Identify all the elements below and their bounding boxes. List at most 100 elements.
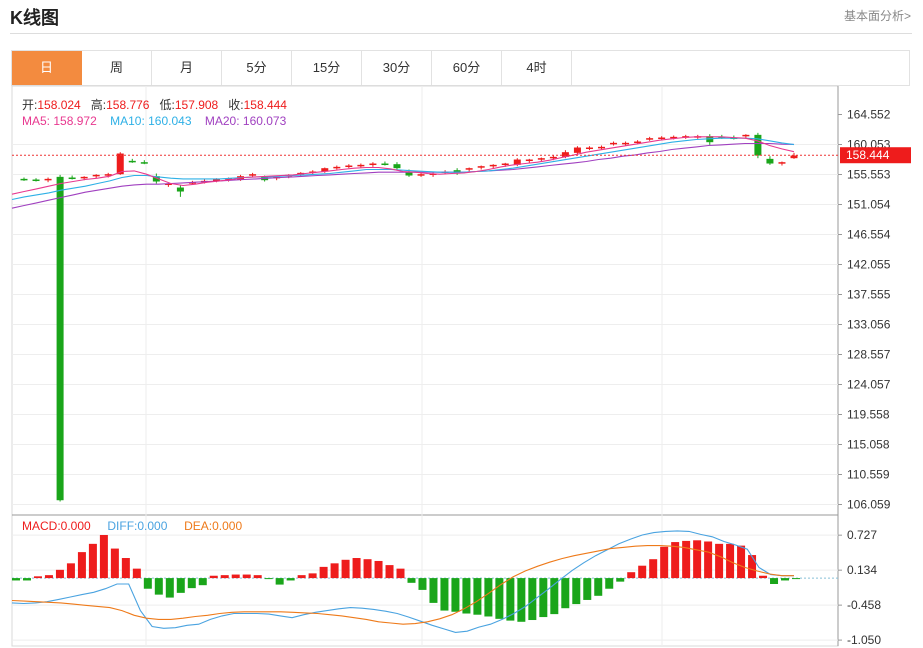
- macd-histogram-bar: [418, 578, 427, 590]
- macd-histogram-bar: [616, 578, 625, 582]
- macd-histogram-bar: [77, 552, 86, 579]
- macd-histogram-bar: [528, 578, 537, 621]
- candle-body: [501, 163, 509, 166]
- macd-histogram-bar: [363, 559, 372, 579]
- candle-body: [417, 174, 425, 176]
- macd-histogram-bar: [374, 560, 383, 579]
- macd-histogram-bar: [231, 574, 240, 579]
- candle-body: [513, 159, 521, 165]
- diff-value: 0.000: [137, 519, 168, 533]
- candle-body: [152, 176, 160, 182]
- price-tick-label: 151.054: [847, 197, 891, 211]
- macd-histogram-bar: [99, 534, 108, 579]
- high-value: 158.776: [106, 98, 150, 112]
- macd-histogram-bar: [550, 578, 559, 615]
- price-tick-label: 155.553: [847, 168, 891, 182]
- diff-label: DIFF:: [107, 519, 138, 533]
- macd-histogram-bar: [704, 541, 713, 579]
- tab-week[interactable]: 周: [82, 51, 152, 85]
- macd-histogram-bar: [220, 575, 229, 579]
- macd-histogram-bar: [781, 578, 790, 581]
- candle-body: [140, 162, 148, 164]
- macd-histogram-bar: [66, 563, 75, 579]
- ma5-label: MA5:: [22, 114, 51, 128]
- price-tick-label: 115.058: [847, 437, 890, 451]
- macd-histogram-bar: [660, 546, 669, 579]
- macd-histogram-bar: [737, 545, 746, 579]
- macd-histogram-bar: [429, 578, 438, 603]
- macd-histogram-bar: [352, 558, 361, 579]
- macd-histogram-bar: [561, 578, 570, 609]
- macd-histogram-bar: [495, 578, 504, 619]
- candle-body: [598, 146, 605, 149]
- macd-histogram-bar: [154, 578, 163, 595]
- macd-histogram-bar: [143, 578, 152, 589]
- candle-body: [249, 174, 257, 176]
- macd-histogram-bar: [88, 543, 97, 579]
- candle-body: [381, 163, 389, 166]
- candle-body: [525, 159, 533, 162]
- header-divider: [10, 33, 912, 34]
- price-tick-label: 142.055: [847, 257, 891, 271]
- macd-histogram-bar: [748, 555, 757, 579]
- candle-body: [369, 163, 377, 166]
- macd-tick-label: -0.458: [847, 598, 881, 612]
- tab-60min[interactable]: 60分: [432, 51, 502, 85]
- fundamental-analysis-link[interactable]: 基本面分析>: [843, 9, 911, 23]
- macd-label: MACD:: [22, 519, 61, 533]
- tab-30min[interactable]: 30分: [362, 51, 432, 85]
- ma5-value: 158.972: [53, 114, 97, 128]
- tab-month[interactable]: 月: [152, 51, 222, 85]
- candle-body: [634, 141, 642, 144]
- macd-histogram-bar: [330, 563, 339, 579]
- ma5-line: [11, 136, 795, 195]
- candle-body: [116, 153, 124, 175]
- macd-histogram-bar: [132, 568, 141, 579]
- macd-histogram-bar: [605, 578, 614, 589]
- macd-histogram-bar: [12, 578, 20, 581]
- price-tick-label: 128.557: [847, 347, 891, 361]
- macd-histogram-bar: [264, 578, 273, 580]
- open-value: 158.024: [37, 98, 81, 112]
- candle-body: [790, 155, 798, 159]
- macd-histogram-bar: [583, 578, 592, 600]
- candle-body: [321, 168, 329, 172]
- ma10-value: 160.043: [148, 114, 192, 128]
- low-label: 低:: [159, 98, 175, 112]
- tab-day[interactable]: 日: [12, 51, 82, 85]
- candle-body: [333, 166, 341, 169]
- macd-histogram-bar: [715, 543, 724, 579]
- macd-histogram-bar: [253, 575, 262, 579]
- macd-histogram-bar: [242, 574, 251, 579]
- candle-body: [646, 138, 654, 140]
- macd-histogram-bar: [22, 578, 31, 581]
- macd-histogram-bar: [671, 542, 680, 579]
- macd-histogram-bar: [396, 568, 405, 579]
- tab-15min[interactable]: 15分: [292, 51, 362, 85]
- macd-histogram-bar: [308, 573, 317, 579]
- dea-line: [11, 545, 794, 625]
- macd-tick-label: 0.727: [847, 528, 877, 542]
- macd-histogram-bar: [55, 569, 64, 579]
- ma10-label: MA10:: [110, 114, 145, 128]
- macd-histogram-bar: [110, 548, 119, 579]
- macd-histogram-bar: [275, 578, 284, 585]
- candle-body: [778, 162, 786, 164]
- macd-histogram-bar: [792, 578, 800, 580]
- price-panel-frame: [11, 85, 839, 516]
- macd-histogram-bar: [462, 578, 471, 614]
- macd-histogram-bar: [198, 578, 207, 586]
- candle-body: [188, 182, 196, 184]
- macd-tick-label: -1.050: [847, 633, 881, 647]
- tab-4hour[interactable]: 4时: [502, 51, 572, 85]
- macd-histogram-bar: [297, 575, 306, 579]
- macd-histogram-bar: [286, 578, 295, 581]
- ma20-label: MA20:: [204, 114, 240, 128]
- macd-histogram-bar: [759, 575, 768, 579]
- tab-5min[interactable]: 5分: [222, 51, 292, 85]
- candle-body: [92, 174, 100, 177]
- macd-histogram-bar: [33, 576, 42, 579]
- candle-body: [754, 134, 762, 156]
- candle-body: [742, 134, 750, 137]
